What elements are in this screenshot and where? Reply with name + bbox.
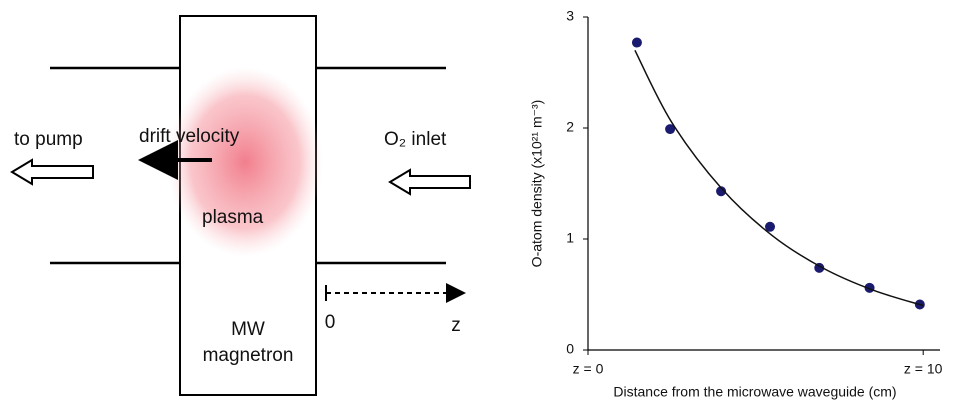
label: 0 bbox=[325, 312, 336, 333]
chart: 0 1 2 3 z = 0 z = 10 Distance from the microwa… bbox=[529, 8, 943, 400]
label: plasma bbox=[202, 207, 264, 228]
y-tick-label: 3 bbox=[566, 8, 574, 24]
x-axis-label: Distance from the microwave waveguide (c… bbox=[613, 384, 896, 400]
label: O₂ inlet bbox=[384, 129, 447, 150]
y-tick-label: 1 bbox=[566, 230, 574, 246]
y-tick-label: 0 bbox=[566, 341, 574, 357]
data-point bbox=[765, 221, 776, 232]
y-axis-label: O-atom density (x10²¹ m⁻³) bbox=[529, 100, 545, 268]
y-tick-label: 2 bbox=[566, 119, 574, 135]
label: to pump bbox=[14, 129, 83, 150]
x-tick-label: z = 0 bbox=[573, 361, 604, 377]
label: drift velocity bbox=[139, 126, 240, 147]
label: MW bbox=[231, 319, 265, 340]
diagram bbox=[10, 15, 471, 396]
inlet-arrow bbox=[388, 168, 471, 196]
pump-arrow bbox=[10, 158, 94, 186]
data-point bbox=[716, 186, 727, 197]
label: magnetron bbox=[203, 345, 294, 366]
data-point bbox=[631, 37, 642, 48]
fit-line bbox=[634, 49, 924, 307]
data-point bbox=[665, 124, 676, 135]
plasma-glow bbox=[167, 67, 323, 257]
x-tick-label: z = 10 bbox=[904, 361, 943, 377]
label: z bbox=[451, 315, 461, 336]
